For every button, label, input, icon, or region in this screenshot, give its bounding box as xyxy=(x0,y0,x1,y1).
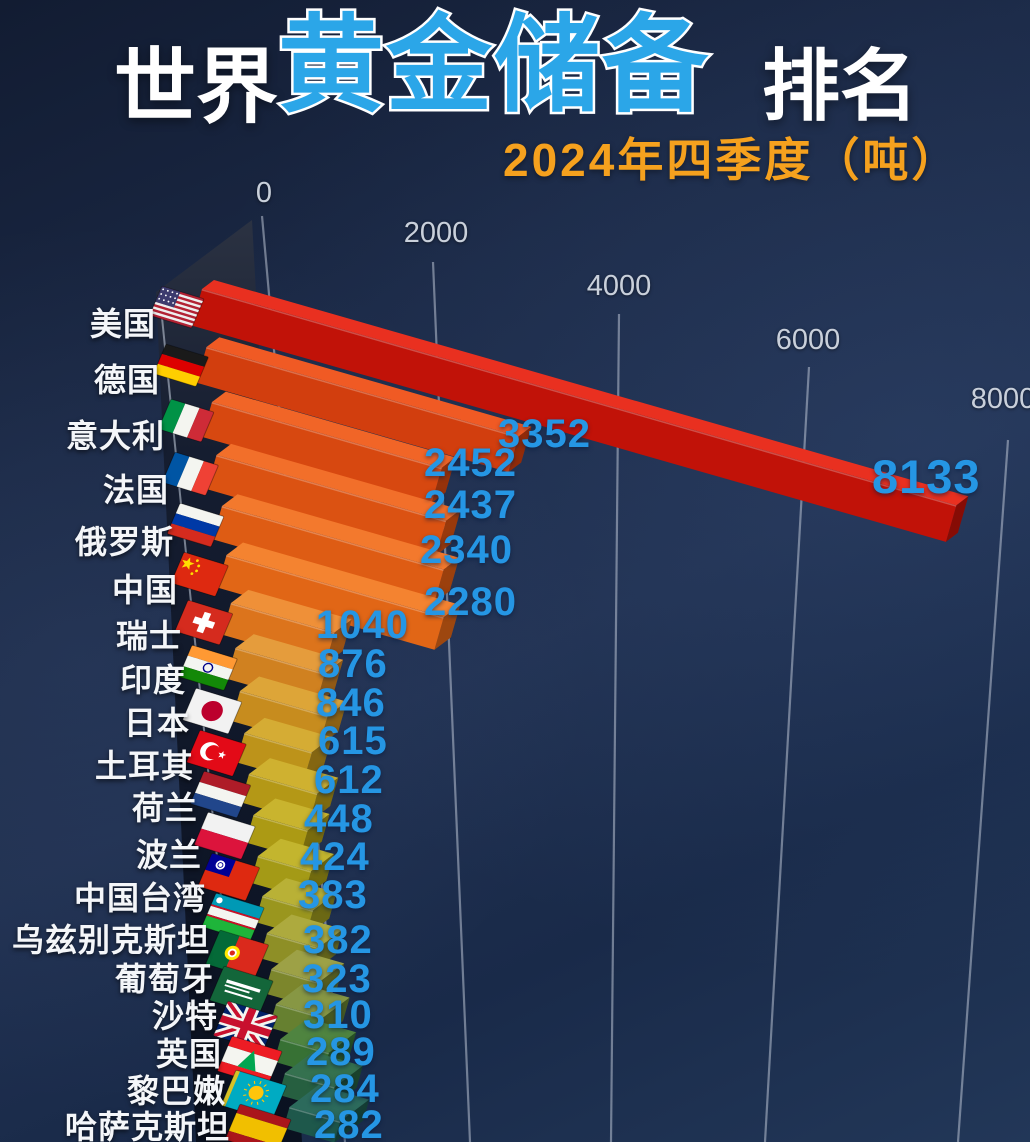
bar-row-6 xyxy=(221,589,352,665)
axis-tick-2000: 2000 xyxy=(403,217,469,249)
value-label-19: 282 xyxy=(314,1103,384,1142)
country-label-3: 法国 xyxy=(102,472,169,508)
axis-tick-6000: 6000 xyxy=(775,324,841,356)
bar-row-0 xyxy=(191,279,969,542)
flag-gb-icon xyxy=(213,1000,278,1051)
value-label-12: 424 xyxy=(300,835,370,879)
flag-tw-icon xyxy=(197,852,260,902)
title-highlight-text: 黄金储备 xyxy=(278,7,710,125)
bar-row-19 xyxy=(283,1085,370,1142)
flag-it-icon xyxy=(158,398,215,443)
country-label-4: 俄罗斯 xyxy=(74,524,174,560)
chart-subtitle: 2024年四季度（吨） xyxy=(503,134,961,186)
title-part2: 排名 xyxy=(762,42,919,130)
flag-pt-icon xyxy=(205,929,269,979)
flag-jp-icon xyxy=(182,687,242,735)
bar-row-3 xyxy=(206,443,461,555)
value-label-10: 612 xyxy=(314,758,384,802)
value-label-15: 323 xyxy=(302,957,372,1001)
country-label-1: 德国 xyxy=(93,362,160,398)
country-label-18: 哈萨克斯坦 xyxy=(64,1109,230,1142)
flag-tr-icon xyxy=(186,729,247,777)
value-label-11: 448 xyxy=(304,797,374,841)
axis-tick-4000: 4000 xyxy=(586,270,652,302)
gridline-4000 xyxy=(609,313,621,1142)
flag-nl-icon xyxy=(190,770,251,819)
flag-us-icon xyxy=(149,285,205,329)
country-label-12: 中国台湾 xyxy=(73,880,206,916)
country-label-8: 日本 xyxy=(123,705,190,741)
value-label-5: 2280 xyxy=(424,580,517,624)
bar-row-4 xyxy=(212,494,460,603)
axis-tick-8000: 8000 xyxy=(970,383,1030,415)
flag-kz-icon xyxy=(220,1069,287,1121)
value-label-0: 8133 xyxy=(872,450,981,503)
axis-tick-0: 0 xyxy=(255,177,273,209)
country-label-5: 中国 xyxy=(111,572,178,608)
title-part1: 世界 xyxy=(114,42,279,133)
value-label-13: 383 xyxy=(298,873,368,917)
title-highlight: 黄金储备 xyxy=(276,5,711,128)
bar-row-1 xyxy=(196,337,532,473)
value-label-9: 615 xyxy=(318,719,388,763)
flag-ru-icon xyxy=(166,502,225,548)
flag-ch-icon xyxy=(174,599,233,646)
value-label-16: 310 xyxy=(303,993,373,1037)
value-label-1: 3352 xyxy=(498,412,591,456)
value-label-7: 876 xyxy=(318,642,388,686)
value-label-17: 289 xyxy=(306,1030,376,1074)
country-label-13: 乌兹别克斯坦 xyxy=(11,922,210,958)
flag-cn-icon xyxy=(170,551,229,597)
country-label-17: 黎巴嫩 xyxy=(126,1073,226,1109)
country-label-16: 英国 xyxy=(155,1036,222,1072)
gridline-8000 xyxy=(956,439,1010,1142)
value-label-14: 382 xyxy=(303,918,373,962)
value-label-6: 1040 xyxy=(316,603,409,647)
country-label-15: 沙特 xyxy=(151,998,218,1034)
country-label-9: 土耳其 xyxy=(94,748,194,784)
flag-in-icon xyxy=(178,644,238,691)
country-label-6: 瑞士 xyxy=(115,618,182,654)
value-label-18: 284 xyxy=(310,1067,380,1111)
flag-uz-icon xyxy=(201,892,265,942)
country-label-0: 美国 xyxy=(89,306,156,342)
country-label-11: 波兰 xyxy=(135,837,202,873)
value-label-3: 2437 xyxy=(424,483,517,527)
value-label-8: 846 xyxy=(316,681,386,725)
country-label-7: 印度 xyxy=(119,662,186,698)
flag-es-icon xyxy=(224,1103,292,1142)
country-label-10: 荷兰 xyxy=(131,790,198,826)
flag-fr-icon xyxy=(162,451,219,496)
country-label-14: 葡萄牙 xyxy=(114,961,214,997)
country-label-2: 意大利 xyxy=(65,418,165,454)
bar-row-2 xyxy=(201,391,456,503)
bar-row-5 xyxy=(217,542,461,650)
flag-pl-icon xyxy=(193,811,256,860)
value-label-2: 2452 xyxy=(424,441,517,485)
value-label-4: 2340 xyxy=(420,528,513,572)
flag-de-icon xyxy=(153,343,209,387)
